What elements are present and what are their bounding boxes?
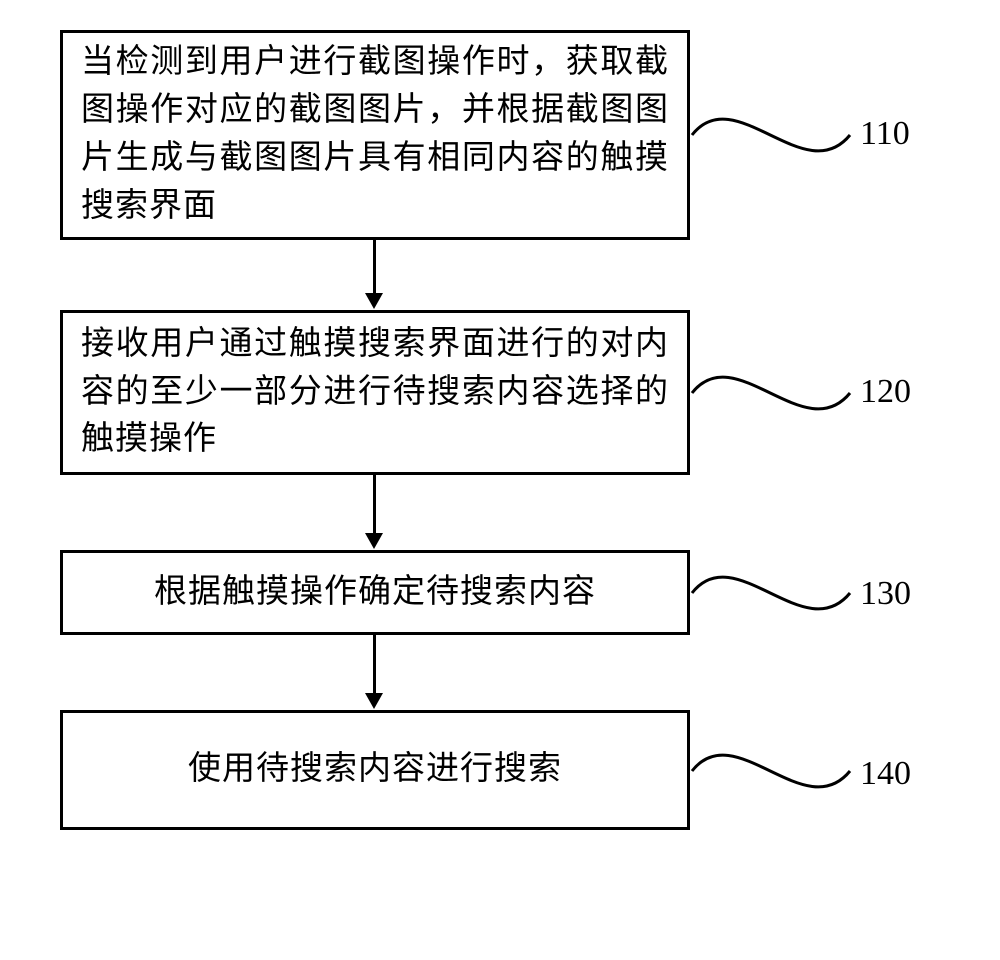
arrow-2-3-line [373, 475, 376, 535]
flow-node-1: 当检测到用户进行截图操作时，获取截图操作对应的截图图片，并根据截图图片生成与截图… [60, 30, 690, 240]
flow-node-4-text: 使用待搜索内容进行搜索 [81, 746, 669, 794]
step-label-4: 140 [860, 755, 911, 793]
flow-node-2: 接收用户通过触摸搜索界面进行的对内容的至少一部分进行待搜索内容选择的触摸操作 [60, 310, 690, 475]
step-label-1: 110 [860, 115, 910, 153]
arrow-1-2-line [373, 240, 376, 295]
flow-node-3: 根据触摸操作确定待搜索内容 [60, 550, 690, 635]
connector-curve-1 [690, 90, 855, 180]
arrow-2-3-head [365, 533, 383, 549]
flow-node-4: 使用待搜索内容进行搜索 [60, 710, 690, 830]
flow-node-2-text: 接收用户通过触摸搜索界面进行的对内容的至少一部分进行待搜索内容选择的触摸操作 [81, 321, 669, 465]
connector-curve-2 [690, 348, 855, 438]
arrow-1-2-head [365, 293, 383, 309]
connector-curve-3 [690, 548, 855, 638]
arrow-3-4-line [373, 635, 376, 695]
step-label-2: 120 [860, 373, 911, 411]
flow-node-3-text: 根据触摸操作确定待搜索内容 [81, 569, 669, 617]
step-label-3: 130 [860, 575, 911, 613]
flow-node-1-text: 当检测到用户进行截图操作时，获取截图操作对应的截图图片，并根据截图图片生成与截图… [81, 39, 669, 230]
arrow-3-4-head [365, 693, 383, 709]
connector-curve-4 [690, 726, 855, 816]
